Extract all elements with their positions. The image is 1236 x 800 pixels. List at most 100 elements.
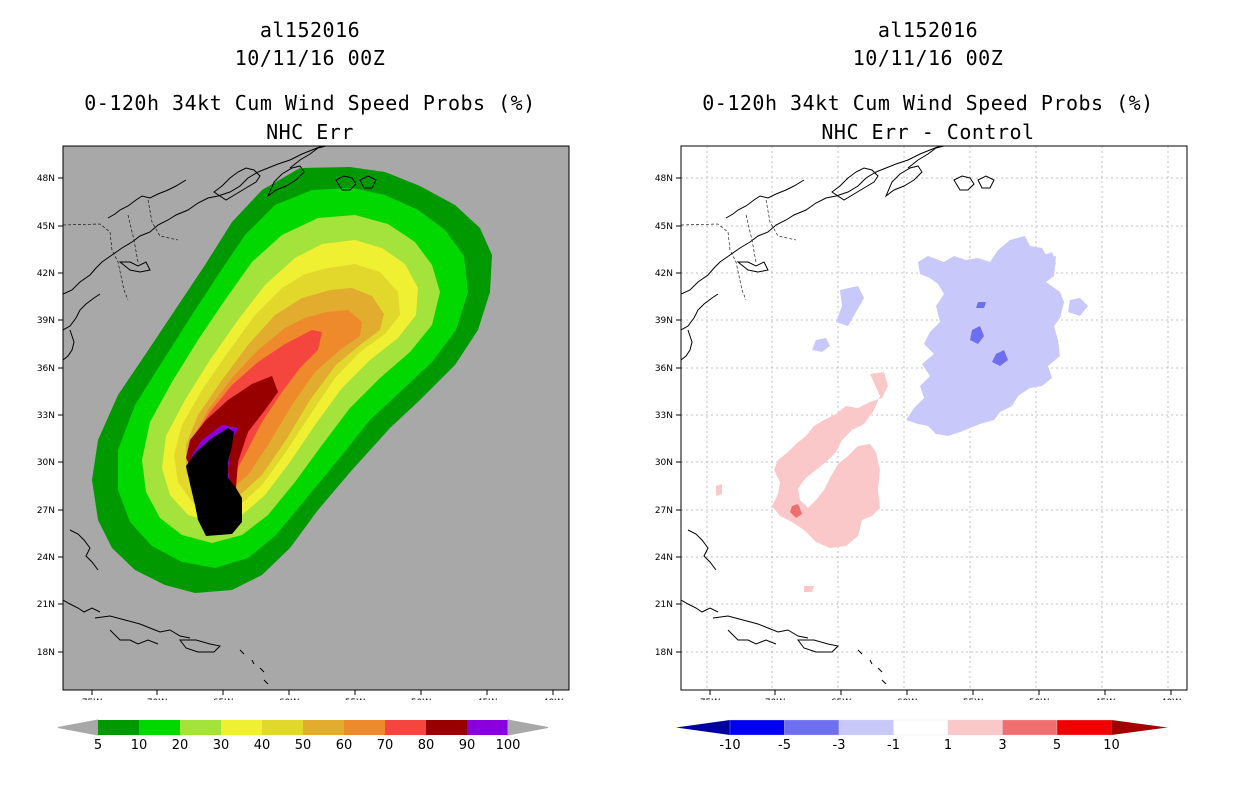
lat-label: 42N: [655, 269, 673, 279]
diff-positive-3-5-region: [790, 504, 802, 518]
lat-label: 30N: [655, 458, 673, 468]
colorbar-swatch: [729, 719, 785, 736]
colorbar-label: 5: [1053, 738, 1061, 750]
lon-label: 65W: [831, 698, 851, 700]
colorbar-label: 60: [336, 738, 353, 750]
lon-label: 65W: [213, 698, 233, 700]
diff-positive-1-3-region: [772, 372, 888, 548]
lon-label: 40W: [543, 698, 563, 700]
colorbar-swatch: [221, 720, 262, 735]
left-colorbar: 5 10 20 30 40 50 60 70 80 90 100: [57, 719, 549, 750]
right-difference-map: 48N 45N 42N 39N 36N 33N 30N 27N 24N 21N 18N 75W 70W…: [655, 145, 1188, 700]
colorbar-label: -10: [719, 738, 740, 750]
colorbar-swatch: [98, 720, 139, 735]
left-probability-map: 48N 45N 42N 39N 36N 33N 30N 27N 24N 21N 18N 75W 70W…: [37, 145, 570, 700]
left-borders: [63, 199, 179, 301]
lat-label: 27N: [655, 506, 673, 516]
lat-label: 24N: [37, 553, 55, 563]
diff-negative-1-3-small-b: [812, 338, 830, 352]
right-coastlines: [681, 146, 995, 685]
right-storm-id: al152016: [877, 18, 979, 42]
lon-label: 75W: [700, 698, 720, 700]
left-product-title: 0-120h 34kt Cum Wind Speed Probs (%): [84, 91, 536, 115]
colorbar-swatch: [1002, 719, 1058, 736]
lon-label: 60W: [897, 698, 917, 700]
lon-label: 50W: [1029, 698, 1049, 700]
right-product-title: 0-120h 34kt Cum Wind Speed Probs (%): [702, 91, 1154, 115]
diff-negative-3-5-region-b: [992, 350, 1008, 366]
colorbar-label: 50: [295, 738, 312, 750]
lon-label: 45W: [477, 698, 497, 700]
colorbar-swatch: [1056, 719, 1112, 736]
lat-label: 30N: [37, 458, 55, 468]
left-date: 10/11/16 00Z: [234, 46, 386, 70]
diff-negative-1-3-small-c: [1068, 298, 1088, 316]
lat-label: 39N: [655, 316, 673, 326]
colorbar-label: 5: [94, 738, 102, 750]
lat-label: 45N: [37, 222, 55, 232]
diff-positive-1-3-small-a: [716, 484, 722, 496]
colorbar-label: 20: [172, 738, 189, 750]
colorbar-label: 30: [213, 738, 230, 750]
right-date: 10/11/16 00Z: [852, 46, 1004, 70]
colorbar-swatch: [784, 719, 840, 736]
colorbar-swatch: [262, 720, 303, 735]
colorbar-swatch: [467, 720, 508, 735]
colorbar-swatch: [838, 719, 894, 736]
colorbar-swatch: [303, 720, 344, 735]
left-storm-id: al152016: [259, 18, 361, 42]
colorbar-label: 40: [254, 738, 271, 750]
colorbar-label: 90: [459, 738, 476, 750]
lat-label: 18N: [37, 648, 55, 658]
lon-label: 50W: [411, 698, 431, 700]
diff-negative-3-5-region-a: [970, 326, 984, 344]
lat-label: 33N: [655, 411, 673, 421]
lon-label: 70W: [147, 698, 167, 700]
lon-label: 45W: [1095, 698, 1115, 700]
lat-label: 21N: [655, 600, 673, 610]
lat-label: 36N: [655, 364, 673, 374]
colorbar-label: 10: [131, 738, 148, 750]
lat-label: 39N: [37, 316, 55, 326]
right-colorbar: -10 -5 -3 -1 1 3 5 10: [676, 719, 1168, 750]
lon-label: 75W: [82, 698, 102, 700]
lat-label: 48N: [655, 174, 673, 184]
lon-label: 55W: [345, 698, 365, 700]
colorbar-swatch: [893, 719, 949, 736]
colorbar-label: -5: [778, 738, 791, 750]
diff-negative-1-3-small-d: [1042, 252, 1056, 270]
colorbar-swatch: [139, 720, 180, 735]
left-coastlines: [63, 146, 377, 685]
colorbar-lower-arrow: [676, 720, 730, 735]
colorbar-swatch: [426, 720, 467, 735]
lon-label: 70W: [765, 698, 785, 700]
lat-label: 42N: [37, 269, 55, 279]
right-borders: [681, 199, 797, 301]
colorbar-swatch: [344, 720, 385, 735]
colorbar-upper-arrow: [1111, 720, 1168, 735]
colorbar-label: 100: [496, 738, 521, 750]
colorbar-swatch: [947, 719, 1003, 736]
lat-label: 24N: [655, 553, 673, 563]
lon-label: 55W: [963, 698, 983, 700]
lat-label: 27N: [37, 506, 55, 516]
diff-negative-1-3-region: [906, 236, 1064, 436]
right-subtitle: NHC Err - Control: [821, 120, 1035, 144]
prob-100-contour: [186, 428, 242, 536]
right-gridlines: [681, 146, 1187, 690]
lon-label: 60W: [279, 698, 299, 700]
lat-label: 48N: [37, 174, 55, 184]
lat-label: 45N: [655, 222, 673, 232]
colorbar-label: 80: [418, 738, 435, 750]
colorbar-swatch: [180, 720, 221, 735]
colorbar-label: 3: [998, 738, 1006, 750]
diff-positive-1-3-small-b: [804, 586, 814, 592]
colorbar-label: -3: [833, 738, 846, 750]
colorbar-label: 70: [377, 738, 394, 750]
colorbar-label: -1: [887, 738, 900, 750]
colorbar-upper-arrow: [507, 719, 549, 736]
colorbar-label: 1: [944, 738, 952, 750]
left-subtitle: NHC Err: [266, 120, 354, 144]
colorbar-label: 10: [1103, 738, 1120, 750]
diff-negative-1-3-small-a: [836, 286, 864, 326]
